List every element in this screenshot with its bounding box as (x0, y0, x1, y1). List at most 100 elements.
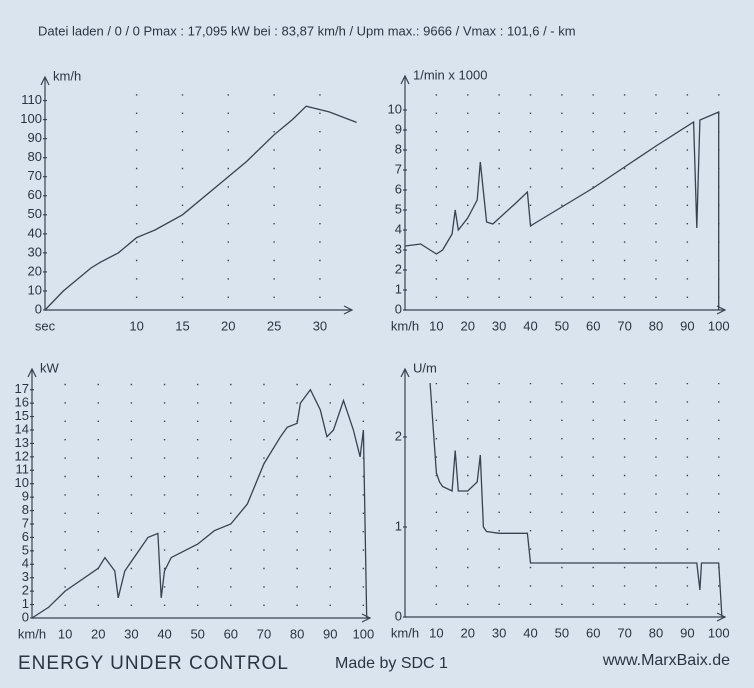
footer-website: www.MarxBaix.de (602, 652, 730, 669)
y-tick-label: 9 (395, 121, 402, 136)
x-tick-label: 90 (323, 626, 337, 641)
y-tick-label: 13 (15, 435, 29, 450)
y-tick-label: 0 (395, 608, 402, 623)
y-tick-label: 0 (395, 301, 402, 316)
y-tick-label: 9 (22, 489, 29, 504)
y-tick-label: 15 (15, 408, 29, 423)
y-tick-label: 5 (22, 542, 29, 557)
x-tick-label: 20 (461, 318, 475, 333)
x-tick-label: 10 (58, 626, 72, 641)
x-tick-label: 70 (257, 626, 271, 641)
line (44, 105, 357, 311)
y-axis-label: 1/min x 1000 (413, 67, 487, 82)
x-tick-label: 90 (680, 625, 694, 640)
y-tick-label: 6 (395, 181, 402, 196)
x-axis-arrow (716, 612, 727, 622)
x-tick-label: 10 (429, 625, 443, 640)
x-tick-label: 70 (617, 625, 631, 640)
y-tick-label: 8 (395, 141, 402, 156)
y-tick-label: 10 (15, 475, 29, 490)
x-tick-label: 30 (313, 318, 327, 333)
y-tick-label: 11 (16, 462, 30, 477)
x-axis-arrow (361, 613, 372, 623)
x-axis-label: km/h (18, 626, 46, 641)
y-tick-label: 80 (28, 149, 42, 164)
y-tick-label: 2 (395, 428, 402, 443)
x-tick-label: 30 (492, 318, 506, 333)
y-tick-label: 16 (15, 395, 29, 410)
y-axis-label: U/m (413, 360, 437, 375)
x-axis-label: km/h (391, 625, 419, 640)
x-tick-label: 40 (523, 318, 537, 333)
x-tick-label: 60 (224, 626, 238, 641)
line (404, 111, 720, 310)
y-tick-label: 3 (22, 569, 29, 584)
x-axis-arrow (343, 305, 354, 315)
x-tick-label: 20 (461, 625, 475, 640)
x-tick-label: 50 (555, 318, 569, 333)
y-tick-label: 3 (395, 241, 402, 256)
y-tick-label: 2 (395, 261, 402, 276)
y-tick-label: 4 (395, 221, 402, 236)
y-tick-label: 1 (22, 596, 29, 611)
x-tick-label: 10 (129, 318, 143, 333)
footer-maker: Made by SDC 1 (335, 655, 448, 672)
header-title: Datei laden / 0 / 0 Pmax : 17,095 kW bei… (38, 23, 576, 38)
y-tick-label: 50 (28, 206, 42, 221)
y-tick-label: 14 (15, 421, 29, 436)
x-tick-label: 15 (175, 318, 189, 333)
x-tick-label: 40 (157, 626, 171, 641)
x-tick-label: 100 (353, 626, 375, 641)
x-tick-label: 100 (708, 318, 730, 333)
y-tick-label: 60 (28, 187, 42, 202)
y-axis-label: km/h (53, 68, 81, 83)
y-axis-arrow (400, 367, 410, 378)
x-tick-label: 90 (680, 318, 694, 333)
y-axis-arrow (27, 367, 37, 378)
x-tick-label: 70 (617, 318, 631, 333)
y-tick-label: 10 (28, 282, 42, 297)
y-tick-label: 10 (388, 101, 402, 116)
y-tick-label: 4 (22, 556, 29, 571)
x-axis-arrow (716, 305, 727, 315)
y-tick-label: 70 (28, 168, 42, 183)
y-axis-label: kW (40, 360, 60, 375)
x-tick-label: 50 (555, 625, 569, 640)
x-tick-label: 25 (267, 318, 281, 333)
y-tick-label: 7 (395, 161, 402, 176)
y-tick-label: 100 (20, 111, 42, 126)
x-tick-label: 30 (124, 626, 138, 641)
x-tick-label: 60 (586, 625, 600, 640)
x-tick-label: 50 (190, 626, 204, 641)
y-tick-label: 0 (35, 301, 42, 316)
y-tick-label: 12 (15, 448, 29, 463)
line (429, 382, 723, 618)
x-tick-label: 20 (91, 626, 105, 641)
x-tick-label: 80 (649, 318, 663, 333)
line (31, 388, 368, 619)
y-axis-arrow (40, 75, 50, 86)
y-tick-label: 5 (395, 201, 402, 216)
y-tick-label: 20 (28, 263, 42, 278)
y-tick-label: 1 (395, 281, 402, 296)
x-tick-label: 100 (708, 625, 730, 640)
x-tick-label: 10 (429, 318, 443, 333)
y-tick-label: 0 (22, 609, 29, 624)
x-tick-label: 20 (221, 318, 235, 333)
y-tick-label: 90 (28, 130, 42, 145)
x-tick-label: 80 (649, 625, 663, 640)
footer-slogan: ENERGY UNDER CONTROL (18, 653, 289, 674)
y-tick-label: 40 (28, 225, 42, 240)
y-tick-label: 17 (15, 381, 29, 396)
y-tick-label: 7 (22, 515, 29, 530)
y-tick-label: 8 (22, 502, 29, 517)
y-tick-label: 2 (22, 583, 29, 598)
x-axis-label: km/h (391, 318, 419, 333)
x-tick-label: 40 (523, 625, 537, 640)
x-tick-label: 30 (492, 625, 506, 640)
y-tick-label: 1 (395, 518, 402, 533)
x-tick-label: 80 (290, 626, 304, 641)
y-axis-arrow (400, 74, 410, 85)
